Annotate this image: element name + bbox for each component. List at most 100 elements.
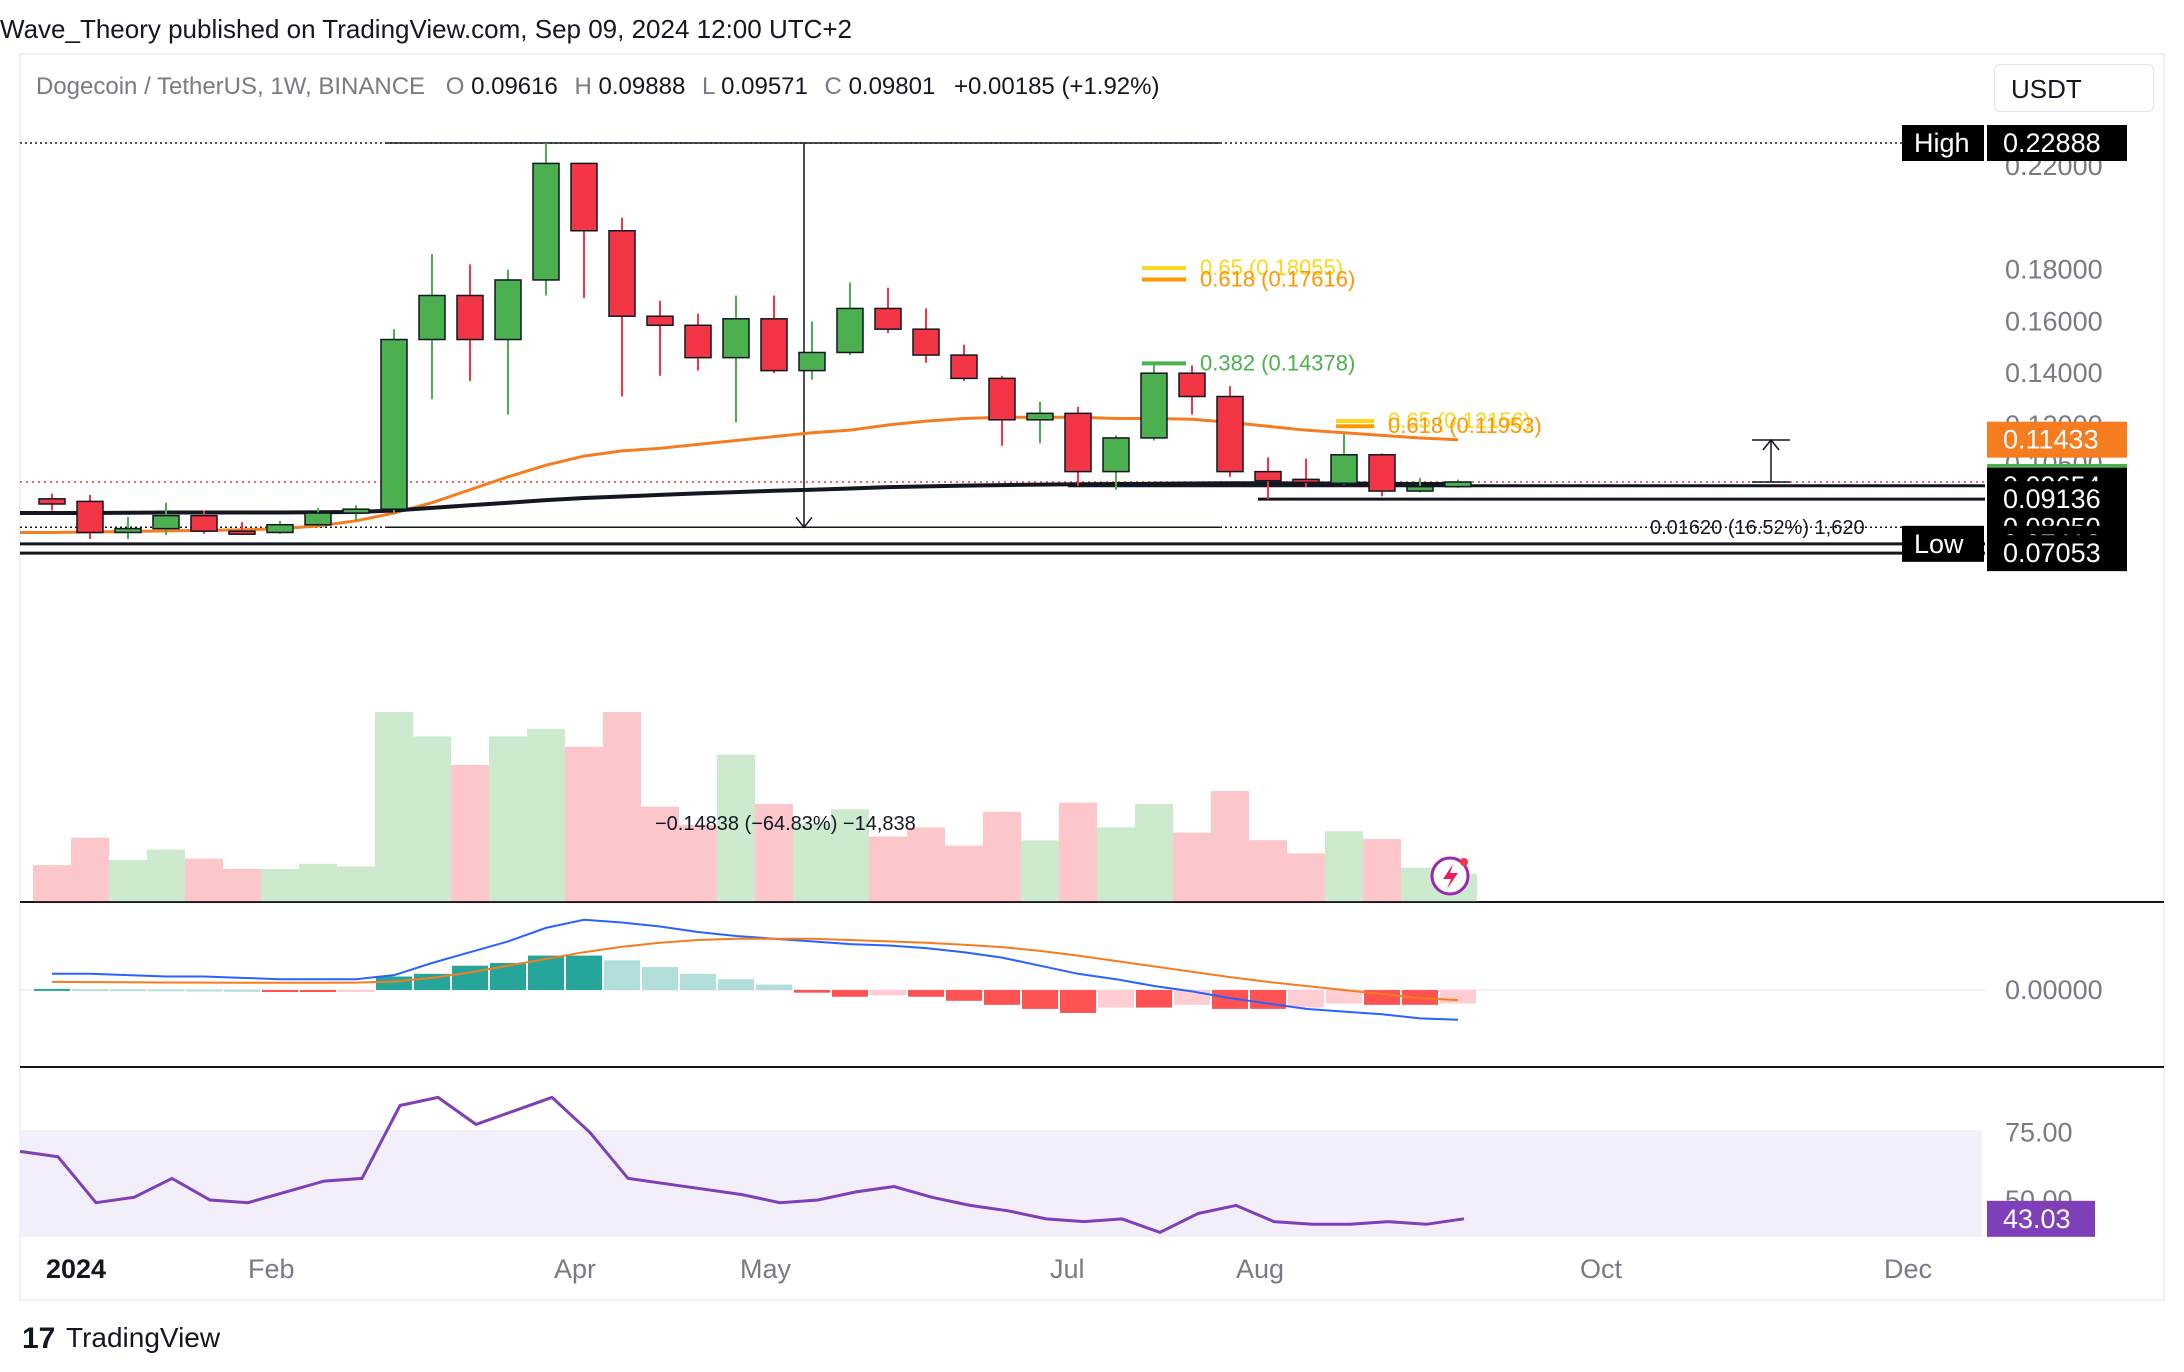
macd-histogram-bar xyxy=(262,990,298,992)
macd-signal-line xyxy=(51,937,1459,1002)
candle-body xyxy=(1026,412,1054,421)
candle-body xyxy=(266,523,294,534)
macd-histogram-bar xyxy=(1060,990,1096,1013)
volume-bar xyxy=(33,865,71,902)
candle-body xyxy=(304,512,332,526)
volume-bar xyxy=(185,858,223,902)
candle-body xyxy=(722,318,750,359)
price-tag xyxy=(1987,125,2127,162)
price-tick-label: 0.14000 xyxy=(2005,358,2103,388)
macd-histogram-bar xyxy=(870,990,906,996)
macd-layer xyxy=(20,918,1985,1021)
volume-bar xyxy=(641,806,679,902)
rsi-value: 43.03 xyxy=(2003,1204,2071,1234)
candle-body xyxy=(1330,454,1358,485)
volume-bar xyxy=(299,863,337,902)
legend-change: +0.00185 (+1.92%) xyxy=(954,73,1160,100)
macd-histogram-bar xyxy=(110,989,146,992)
time-axis-layer: 2024 Feb Apr May Jul Aug Oct Dec xyxy=(46,1254,1932,1284)
macd-histogram-bar xyxy=(300,990,336,992)
volume-bar xyxy=(907,827,945,902)
macd-histogram-bar xyxy=(1288,990,1324,1008)
volume-bar xyxy=(869,836,907,902)
rsi-band xyxy=(20,1130,1982,1237)
volume-bar xyxy=(337,866,375,902)
macd-histogram-bar xyxy=(984,990,1020,1005)
price-tick-label: 0.18000 xyxy=(2005,255,2103,285)
price-tag-value: 0.09136 xyxy=(2003,484,2101,514)
time-tick-label: Oct xyxy=(1580,1254,1623,1284)
candle-body xyxy=(456,294,484,341)
candle-body xyxy=(1292,478,1320,484)
price-axis-layer: 0.220000.180000.160000.140000.120000.105… xyxy=(1902,125,2127,1237)
candle-body xyxy=(874,307,902,330)
measure-up-head xyxy=(1762,438,1780,451)
macd-histogram-bar xyxy=(908,990,944,997)
macd-histogram-bar xyxy=(1212,990,1248,1009)
level-label-box xyxy=(1902,125,1984,162)
time-tick-label: May xyxy=(740,1254,792,1284)
macd-histogram-bar xyxy=(1022,990,1058,1009)
time-tick-label: 2024 xyxy=(46,1254,106,1284)
macd-histogram-bar xyxy=(224,989,260,992)
rsi-value-tag xyxy=(1987,1200,2095,1237)
ema-black-line xyxy=(20,481,1458,516)
volume-layer xyxy=(33,712,1477,902)
time-tick-label: Feb xyxy=(248,1254,295,1284)
macd-histogram-bar xyxy=(680,973,716,990)
legend-h-label: H xyxy=(575,73,592,100)
legend-o-value: 0.09616 xyxy=(471,73,558,100)
candle-body xyxy=(38,498,66,505)
level-label: Low xyxy=(1914,529,1964,559)
fib-level-label: 0.618 (0.17616) xyxy=(1200,267,1355,292)
level-label: High xyxy=(1914,128,1970,158)
volume-bar xyxy=(717,754,755,902)
candle-body xyxy=(1064,412,1092,473)
volume-bar xyxy=(1325,831,1363,902)
candle-body xyxy=(152,514,180,530)
fib-level-label: 0.382 (0.14378) xyxy=(1200,350,1355,375)
volume-bar xyxy=(1249,840,1287,902)
time-tick-label: Dec xyxy=(1884,1254,1932,1284)
volume-bar xyxy=(1173,832,1211,902)
price-tag xyxy=(1987,421,2127,458)
macd-histogram-bar xyxy=(642,967,678,990)
price-tag-value: 0.07053 xyxy=(2003,538,2101,568)
volume-bar xyxy=(1097,827,1135,902)
price-tag-value: 0.22888 xyxy=(2003,128,2101,158)
fib-level-label: 0.618 (0.11953) xyxy=(1388,413,1542,438)
volume-bar xyxy=(1059,802,1097,902)
candle-body xyxy=(1178,372,1206,398)
chart-frame xyxy=(19,53,2165,1301)
legend-o-label: O xyxy=(446,73,465,100)
candle-body xyxy=(836,307,864,354)
volume-bar xyxy=(831,809,869,902)
tradingview-brand[interactable]: TradingView xyxy=(66,1322,221,1353)
measure-up-label: 0.01620 (16.52%) 1,620 xyxy=(1650,517,1865,539)
volume-bar xyxy=(261,869,299,902)
candle-body xyxy=(1102,437,1130,473)
volume-bar xyxy=(375,712,413,902)
volume-bar xyxy=(223,869,261,902)
candle-body xyxy=(760,318,788,372)
rsi-tick-label: 75.00 xyxy=(2005,1118,2073,1148)
macd-histogram-bar xyxy=(34,988,70,991)
macd-histogram-bar xyxy=(376,976,412,990)
candle-body xyxy=(228,530,256,535)
candle-body xyxy=(1254,470,1282,482)
currency-button[interactable]: USDT xyxy=(1994,64,2154,112)
volume-bar xyxy=(983,811,1021,902)
drawing-tools-layer: −0.14838 (−64.83%) −14,838 0.01620 (16.52… xyxy=(385,142,1865,835)
candle-body xyxy=(1368,454,1396,492)
volume-bar xyxy=(413,736,451,902)
lightning-icon[interactable] xyxy=(1430,856,1470,896)
macd-histogram-bar xyxy=(338,990,374,992)
macd-histogram-bar xyxy=(946,990,982,1001)
volume-bar xyxy=(1211,791,1249,902)
measure-arrow-head xyxy=(795,516,813,529)
candle-body xyxy=(1406,485,1434,492)
tradingview-logo-icon[interactable]: 17 xyxy=(22,1322,56,1355)
time-tick-label: Aug xyxy=(1236,1254,1284,1284)
volume-bar xyxy=(109,859,147,902)
candle-body xyxy=(608,230,636,317)
